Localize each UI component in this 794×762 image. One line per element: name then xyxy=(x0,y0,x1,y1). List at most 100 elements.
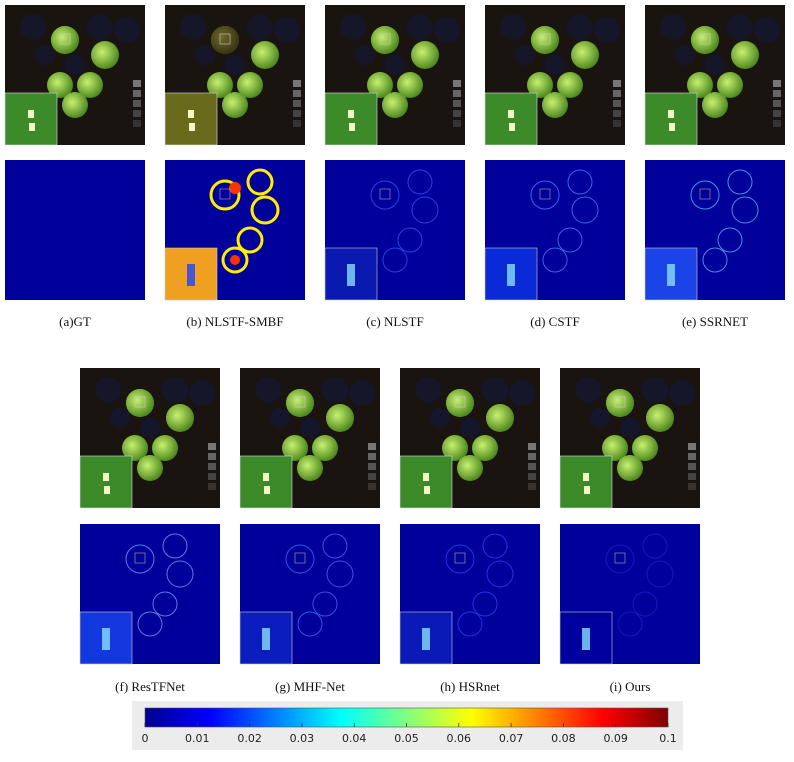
ball xyxy=(557,72,583,98)
inset-highlight xyxy=(669,123,675,131)
error-map xyxy=(79,524,220,665)
ball xyxy=(705,55,725,75)
error-ring xyxy=(445,544,475,574)
ball xyxy=(20,14,46,40)
swatch xyxy=(773,80,781,87)
swatch xyxy=(293,100,301,107)
ball xyxy=(731,41,759,69)
caption: (g) MHF-Net xyxy=(275,679,345,694)
ball xyxy=(91,41,119,69)
scene-image xyxy=(4,5,145,146)
colorbar-tick-label: 0 xyxy=(142,732,149,745)
swatch xyxy=(133,90,141,97)
swatch xyxy=(773,100,781,107)
ball xyxy=(355,45,375,65)
ball xyxy=(47,72,73,98)
swatch xyxy=(773,90,781,97)
colorbar-tick-label: 0.02 xyxy=(237,732,262,745)
swatch xyxy=(368,483,376,490)
swatch xyxy=(368,463,376,470)
swatch xyxy=(133,110,141,117)
ball xyxy=(62,92,88,118)
error-core xyxy=(229,182,241,194)
inset xyxy=(484,92,538,146)
inset-highlight xyxy=(424,486,430,494)
caption: (b) NLSTF-SMBF xyxy=(186,314,283,329)
panel xyxy=(324,5,465,301)
ball xyxy=(515,45,535,65)
error-ring xyxy=(382,247,408,273)
ball xyxy=(114,17,140,43)
ball xyxy=(222,92,248,118)
error-ring xyxy=(326,560,354,588)
ball xyxy=(527,72,553,98)
swatch xyxy=(208,453,216,460)
swatch xyxy=(208,463,216,470)
error-ring xyxy=(411,196,439,224)
inset-highlight xyxy=(188,110,194,118)
ball xyxy=(286,389,314,417)
error-ring xyxy=(567,169,593,195)
swatch xyxy=(688,473,696,480)
ball xyxy=(140,418,160,438)
ball xyxy=(382,92,408,118)
error-ring xyxy=(221,246,249,274)
ball xyxy=(411,41,439,69)
swatch xyxy=(453,110,461,117)
ball xyxy=(180,14,206,40)
ball xyxy=(255,377,281,403)
ball xyxy=(590,408,610,428)
zoom-box xyxy=(614,396,626,408)
zoom-box xyxy=(134,396,146,408)
ball xyxy=(225,55,245,75)
swatch xyxy=(528,483,536,490)
ball xyxy=(594,17,620,43)
inset xyxy=(324,92,378,146)
swatch xyxy=(528,473,536,480)
ball xyxy=(397,72,423,98)
ball xyxy=(675,45,695,65)
ball xyxy=(65,55,85,75)
error-map xyxy=(644,160,785,301)
ball xyxy=(122,435,148,461)
error-ring xyxy=(236,226,264,254)
ball xyxy=(542,92,568,118)
scene-image xyxy=(484,5,625,146)
ball xyxy=(274,17,300,43)
inset-highlight xyxy=(28,110,34,118)
ball xyxy=(152,435,178,461)
ball xyxy=(575,377,601,403)
swatch xyxy=(133,120,141,127)
ball xyxy=(312,435,338,461)
ball xyxy=(472,435,498,461)
ball xyxy=(237,72,263,98)
swatch xyxy=(773,110,781,117)
error-ring xyxy=(530,180,560,210)
ball xyxy=(642,377,668,403)
swatch xyxy=(368,453,376,460)
panel xyxy=(484,5,625,301)
error-ring xyxy=(646,560,674,588)
ball xyxy=(247,14,273,40)
inset xyxy=(644,92,698,146)
zoom-box xyxy=(294,396,306,408)
ball xyxy=(457,455,483,481)
error-ring xyxy=(397,227,423,253)
inset xyxy=(559,455,613,509)
swatch xyxy=(293,80,301,87)
inset-highlight xyxy=(423,473,429,481)
ball xyxy=(620,418,640,438)
error-ring xyxy=(162,533,188,559)
swatch xyxy=(453,100,461,107)
scene-image xyxy=(399,368,540,509)
swatch xyxy=(613,110,621,117)
error-ring xyxy=(727,169,753,195)
swatch xyxy=(688,443,696,450)
ball xyxy=(727,14,753,40)
scene-image xyxy=(164,5,305,146)
ball xyxy=(77,72,103,98)
error-ring xyxy=(617,611,643,637)
swatch xyxy=(688,463,696,470)
inset-highlight xyxy=(509,123,515,131)
